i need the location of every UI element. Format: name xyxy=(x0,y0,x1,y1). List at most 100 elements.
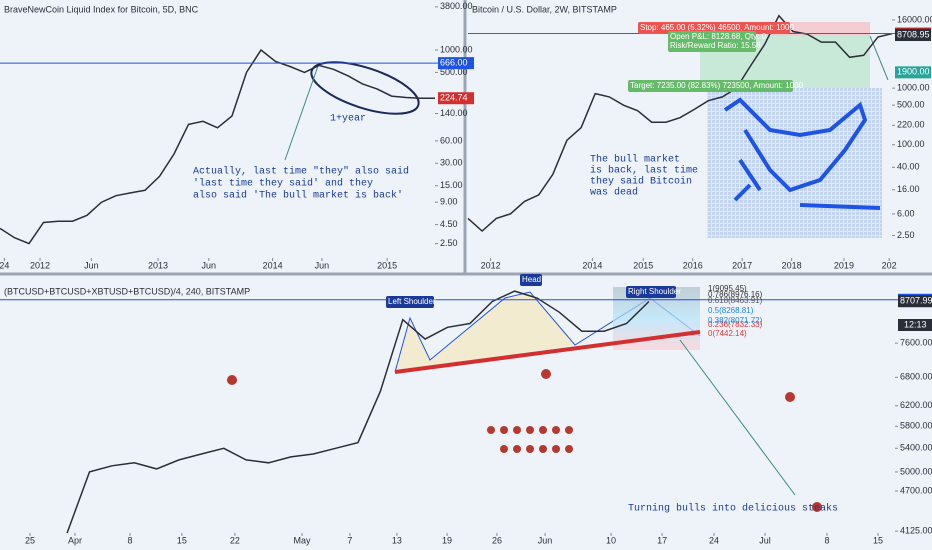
x-tick-label: 2016 xyxy=(683,260,703,270)
x-tick-label: 24 xyxy=(709,535,719,545)
x-tick-label: 2012 xyxy=(481,260,501,270)
annotation: 0(7442.14) xyxy=(708,329,747,338)
x-tick-label: 26 xyxy=(492,535,502,545)
y-tick-label: 6.00 xyxy=(897,208,915,218)
y-tick-label: 7600.00 xyxy=(900,337,932,347)
x-tick-label: 19 xyxy=(442,535,452,545)
annotation: 0.618(8463.91) xyxy=(708,296,763,305)
x-tick-label: 8 xyxy=(824,535,829,545)
x-tick-label: 8 xyxy=(127,535,132,545)
emoji xyxy=(526,445,534,453)
annotation: 1(9095.45) xyxy=(708,284,747,293)
y-tick-label: 500.00 xyxy=(440,67,468,77)
annotation: Left Shoulder xyxy=(388,297,436,306)
x-tick-label: Jul xyxy=(759,535,771,545)
annotation-bg xyxy=(386,296,434,308)
emoji xyxy=(565,445,573,453)
annotation: 0.5(8268.81) xyxy=(708,306,754,315)
annotation-bg xyxy=(520,274,542,286)
y-tick-label: 100.00 xyxy=(897,139,925,149)
emoji xyxy=(500,426,508,434)
annotation: Open P&L: 8128.68, Qty: 0 xyxy=(670,32,767,41)
x-tick-label: 2012 xyxy=(30,260,50,270)
x-tick-label: 2019 xyxy=(834,260,854,270)
emoji xyxy=(487,426,495,434)
x-tick-label: 10 xyxy=(606,535,616,545)
y-tick-label: 3800.00 xyxy=(440,1,473,11)
chart-title: BraveNewCoin Liquid Index for Bitcoin, 5… xyxy=(4,4,199,14)
panel xyxy=(0,276,932,550)
x-tick-label: 13 xyxy=(392,535,402,545)
annotation-bg xyxy=(668,40,756,52)
annotation: 1+year xyxy=(330,114,366,125)
arrow xyxy=(284,65,319,161)
pattern-fill xyxy=(395,292,610,372)
x-tick-label: 2015 xyxy=(377,260,397,270)
y-tick-label: 220.00 xyxy=(897,120,925,130)
annotation: Head xyxy=(522,275,541,284)
y-tick-label: 15.00 xyxy=(440,180,463,190)
price-line xyxy=(467,14,893,233)
y-tick-label: 4.50 xyxy=(440,219,458,229)
countdown-bg xyxy=(898,319,932,331)
y-tick-label: 40.00 xyxy=(897,162,920,172)
price-label: 666.00 xyxy=(440,58,468,68)
pixel-art xyxy=(723,97,881,210)
x-tick-label: Jun xyxy=(202,260,217,270)
countdown: 12:13 xyxy=(904,319,927,329)
y-tick-label: 2.50 xyxy=(897,230,915,240)
emoji xyxy=(541,369,551,379)
y-tick-label: 500.00 xyxy=(897,100,925,110)
emoji xyxy=(785,392,795,402)
annotation: Right Shoulder xyxy=(628,287,681,296)
y-tick-label: 9.00 xyxy=(440,197,458,207)
price-label: 8708.95 xyxy=(897,29,930,39)
price-label: 224.74 xyxy=(440,93,468,103)
x-tick-label: 24 xyxy=(0,260,9,270)
annotation: Risk/Reward Ratio: 15.56 xyxy=(670,41,761,50)
x-tick-label: 25 xyxy=(25,535,35,545)
price-line xyxy=(66,290,650,534)
annotation: Stop: 465.00 (5.32%) 46500, Amount: 1000 xyxy=(640,23,794,32)
x-tick-label: 2018 xyxy=(782,260,802,270)
y-tick-label: 6200.00 xyxy=(900,400,932,410)
y-tick-label: 4125.00 xyxy=(900,526,932,536)
arrow xyxy=(679,339,796,496)
emoji-group xyxy=(227,369,822,512)
x-tick-label: 2015 xyxy=(633,260,653,270)
price-label-bg xyxy=(438,92,474,105)
price-label-bg xyxy=(895,66,931,79)
y-tick-label: 1000.00 xyxy=(897,83,930,93)
chart-title: (BTCUSD+BTCUSD+XBTUSD+BTCUSD)/4, 240, BI… xyxy=(4,286,250,296)
annotation-bg xyxy=(628,80,793,92)
annotation: Turning bulls into delicious steaks xyxy=(628,503,838,515)
x-tick-label: 202 xyxy=(882,260,897,270)
chart-title: Bitcoin / U.S. Dollar, 2W, BITSTAMP xyxy=(472,4,617,14)
emoji xyxy=(552,445,560,453)
price-line xyxy=(0,48,435,245)
y-tick-label: 4700.00 xyxy=(900,485,932,495)
ellipse-drawing xyxy=(310,61,420,115)
x-tick-label: 17 xyxy=(657,535,667,545)
x-tick-label: 22 xyxy=(230,535,240,545)
annotation-bg xyxy=(626,286,676,298)
emoji xyxy=(539,445,547,453)
annotation: The bull market xyxy=(590,154,680,166)
emoji xyxy=(812,502,822,512)
x-tick-label: 2014 xyxy=(263,260,283,270)
annotation: Target: 7235.00 (82.83%) 723500, Amount:… xyxy=(630,81,804,90)
x-tick-label: 15 xyxy=(177,535,187,545)
price-label-bg xyxy=(438,57,474,70)
annotation: was dead xyxy=(590,187,638,199)
x-tick-label: Apr xyxy=(68,535,82,545)
x-tick-label: 15 xyxy=(873,535,883,545)
y-tick-label: 5800.00 xyxy=(900,421,932,431)
price-label: 1900.00 xyxy=(897,67,930,77)
panel xyxy=(0,0,464,272)
annotation: 0.236(7832.33) xyxy=(708,320,763,329)
x-tick-label: 2014 xyxy=(582,260,602,270)
y-tick-label: 5400.00 xyxy=(900,443,932,453)
emoji xyxy=(227,375,237,385)
emoji xyxy=(565,426,573,434)
x-tick-label: 2017 xyxy=(732,260,752,270)
